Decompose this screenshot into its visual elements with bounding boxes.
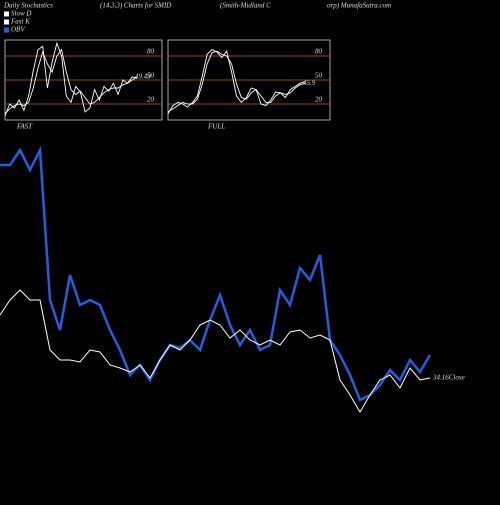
title: orp) MunafaSutra.com — [327, 2, 391, 10]
legend-swatch — [4, 11, 9, 17]
panel-label: FULL — [207, 123, 225, 131]
y-tick-label: 80 — [147, 48, 155, 56]
stoch-line — [167, 50, 306, 113]
panel-label: FAST — [16, 123, 33, 131]
series-line — [0, 289, 431, 413]
title: (Smith-Midland C — [220, 2, 271, 10]
title: Daily Stochastics — [3, 2, 53, 10]
legend-label: Fast K — [10, 18, 30, 26]
legend-label: OBV — [11, 26, 25, 34]
y-tick-label: 80 — [315, 48, 323, 56]
stoch-line — [4, 41, 138, 117]
y-tick-label: 50 — [315, 72, 323, 80]
legend-swatch — [4, 19, 9, 25]
legend-swatch — [4, 27, 9, 33]
value-label: 49.49 — [135, 72, 151, 80]
y-tick-label: 20 — [315, 96, 323, 104]
close-label: 34.16Close — [432, 374, 465, 382]
y-tick-label: 20 — [147, 96, 155, 104]
title: (14,3,3) Charts for SMID — [100, 2, 171, 10]
stoch-line — [4, 48, 138, 114]
series-line — [0, 145, 432, 402]
legend-label: Slow D — [11, 10, 31, 18]
y-tick-label: 50 — [147, 72, 155, 80]
value-label: 45.9 — [303, 79, 316, 87]
